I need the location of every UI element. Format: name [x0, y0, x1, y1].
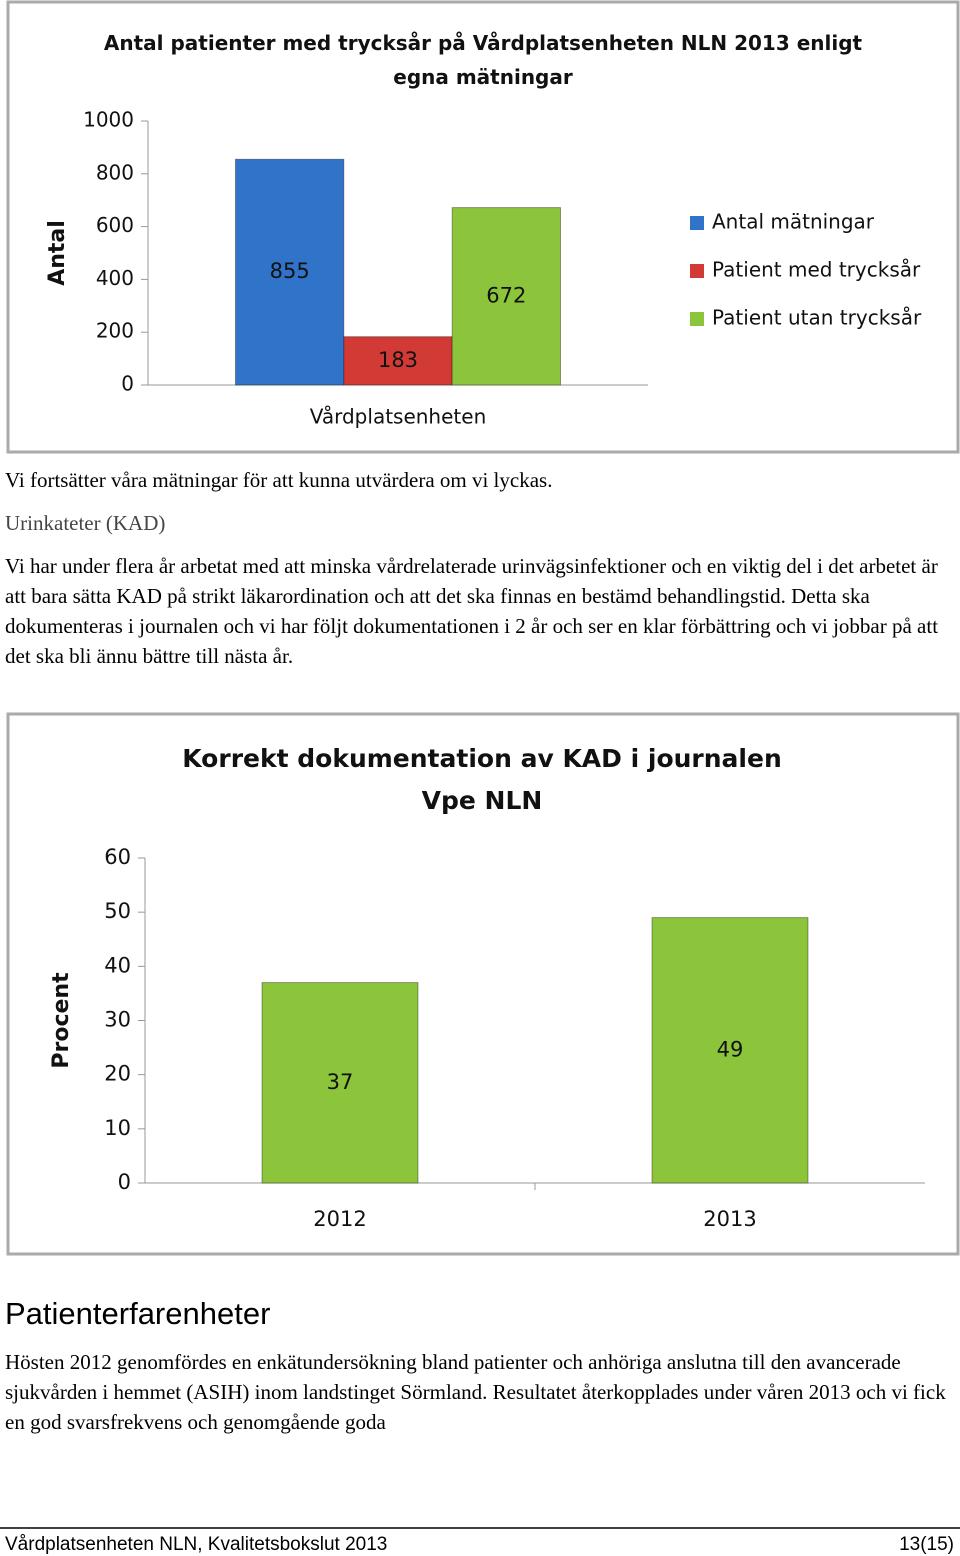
- y-tick-label: 400: [96, 266, 134, 290]
- footer-left: Vårdplatsenheten NLN, Kvalitetsbokslut 2…: [5, 1534, 388, 1555]
- legend-swatch: [690, 264, 704, 278]
- heading: Patienterfarenheter: [5, 1296, 271, 1331]
- chart-title: Korrekt dokumentation av KAD i journalen…: [182, 744, 782, 815]
- bar: [343, 336, 453, 386]
- data-label: 49: [717, 1037, 744, 1061]
- bar: [261, 982, 419, 1184]
- legend-swatch: [690, 216, 704, 230]
- y-tick-label: 0: [121, 372, 134, 396]
- y-tick-label: 800: [96, 160, 134, 184]
- y-tick-label: 40: [104, 953, 131, 977]
- data-label: 672: [486, 283, 526, 307]
- y-axis-label: Antal: [45, 220, 70, 286]
- bar: [235, 158, 345, 386]
- legend-swatch: [690, 312, 704, 326]
- legend-label: Patient utan trycksår: [712, 306, 922, 330]
- y-tick-label: 0: [118, 1170, 131, 1194]
- data-label: 37: [327, 1070, 354, 1094]
- chart-title: Antal patienter med trycksår på Vårdplat…: [103, 31, 863, 89]
- subheading: Urinkateter (KAD): [5, 511, 166, 535]
- data-label: 855: [270, 259, 310, 283]
- legend-label: Patient med trycksår: [712, 258, 921, 282]
- y-tick-label: 10: [104, 1116, 131, 1140]
- y-tick-label: 30: [104, 1008, 131, 1032]
- y-tick-label: 60: [104, 845, 131, 869]
- y-tick-label: 600: [96, 213, 134, 237]
- footer-right: 13(15): [899, 1534, 954, 1555]
- x-tick-label: 2012: [313, 1207, 366, 1231]
- y-tick-label: 50: [104, 899, 131, 923]
- y-tick-label: 20: [104, 1062, 131, 1086]
- y-tick-label: 1000: [83, 108, 134, 132]
- legend-label: Antal mätningar: [712, 210, 875, 234]
- y-tick-label: 200: [96, 319, 134, 343]
- bar: [451, 207, 561, 386]
- bar: [651, 917, 809, 1184]
- paragraph: Vi fortsätter våra mätningar för att kun…: [5, 468, 553, 492]
- y-axis-label: Procent: [49, 972, 74, 1069]
- paragraph: Vi har under flera år arbetat med att mi…: [5, 554, 939, 668]
- paragraph: Hösten 2012 genomfördes en enkätundersök…: [5, 1350, 946, 1434]
- x-tick-label: 2013: [703, 1207, 756, 1231]
- x-tick-label: Vårdplatsenheten: [310, 405, 487, 429]
- data-label: 183: [378, 348, 418, 372]
